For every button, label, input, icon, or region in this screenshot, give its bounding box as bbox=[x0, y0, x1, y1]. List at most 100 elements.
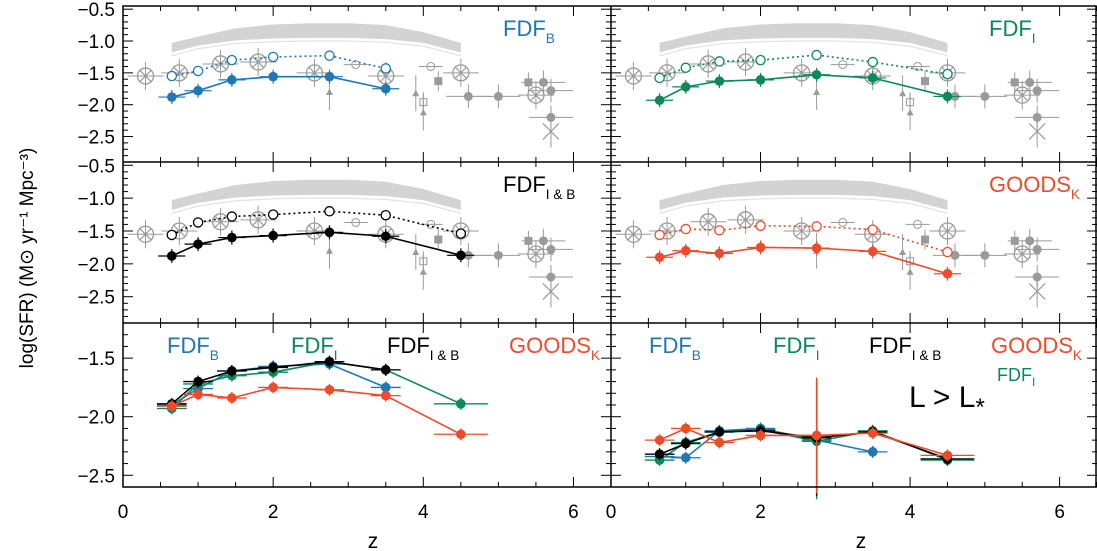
panel-legend-label: FDFI & B bbox=[869, 333, 941, 363]
literature-cross-circle bbox=[699, 213, 717, 231]
literature-triangle bbox=[412, 89, 420, 97]
literature-cross bbox=[529, 248, 542, 260]
panel-frames bbox=[122, 5, 1097, 488]
literature-cross bbox=[454, 66, 467, 79]
literature-triangle bbox=[899, 89, 907, 97]
panel-legend-label: GOODSK bbox=[509, 333, 600, 363]
literature-cross-circle bbox=[793, 222, 811, 240]
data-point bbox=[227, 366, 237, 376]
literature-cross-circle bbox=[793, 64, 811, 82]
outer-frame bbox=[122, 5, 1097, 488]
data-point bbox=[324, 227, 335, 238]
panel-legend-label: FDFI bbox=[773, 333, 820, 363]
literature-filled-point bbox=[463, 91, 473, 101]
data-point-open bbox=[811, 49, 822, 61]
literature-cross bbox=[739, 56, 752, 68]
literature-filled-point bbox=[1032, 244, 1042, 254]
panel-label: FDFB bbox=[503, 16, 555, 46]
data-point-open bbox=[226, 211, 238, 222]
literature-square bbox=[434, 235, 443, 244]
literature-cross-circle bbox=[249, 53, 267, 71]
literature-cross bbox=[308, 225, 321, 237]
literature-triangle bbox=[906, 268, 914, 275]
panel-label: FDFI & B bbox=[503, 172, 575, 202]
y-axis-label: log(SFR) (M⊙ yr⁻¹ Mpc⁻³) bbox=[17, 148, 38, 369]
data-point-open bbox=[867, 224, 878, 235]
series-line bbox=[171, 386, 462, 435]
panel-legend-label: FDFI bbox=[291, 333, 338, 363]
literature-square bbox=[524, 78, 533, 87]
literature-open-point bbox=[913, 61, 923, 71]
panel-legend-label: FDFB bbox=[167, 333, 219, 363]
data-point bbox=[380, 231, 391, 242]
data-point bbox=[755, 242, 766, 253]
data-point bbox=[942, 268, 953, 279]
literature-cross-circle bbox=[938, 222, 957, 240]
literature-cross bbox=[379, 70, 392, 82]
data-point bbox=[456, 429, 466, 440]
literature-open-point bbox=[426, 219, 436, 229]
data-point-open bbox=[166, 70, 178, 82]
data-point bbox=[714, 248, 725, 259]
data-point bbox=[867, 73, 878, 83]
panel-mid-right: GOODSK bbox=[610, 162, 1097, 324]
literature-square bbox=[921, 77, 930, 86]
literature-triangle bbox=[325, 88, 333, 95]
data-point bbox=[867, 246, 878, 257]
literature-filled-point bbox=[980, 91, 990, 101]
data-point bbox=[755, 430, 766, 441]
y-tick-label: −1.5 bbox=[77, 222, 115, 243]
panel-bottom-left: −1.5 −2.0 −2.50 2 4 6 FDFB FDFI FDFI & B GOODSK bbox=[77, 322, 612, 523]
data-point bbox=[714, 76, 725, 86]
series-line bbox=[659, 246, 948, 275]
data-point-open bbox=[755, 220, 766, 231]
data-point bbox=[193, 376, 203, 387]
literature-filled-point bbox=[1025, 236, 1035, 246]
literature-band bbox=[659, 179, 948, 210]
data-point bbox=[867, 447, 878, 457]
literature-cross bbox=[941, 225, 954, 237]
data-point-open bbox=[714, 56, 725, 67]
data-point-open bbox=[226, 54, 238, 66]
data-point bbox=[324, 356, 335, 367]
data-point bbox=[714, 437, 725, 448]
data-point bbox=[755, 75, 766, 85]
literature-triangle bbox=[412, 248, 420, 256]
data-point-open bbox=[267, 209, 279, 220]
literature-cross-circle bbox=[938, 64, 957, 82]
luminosity-cut-superscript: FDFI bbox=[997, 365, 1035, 389]
literature-filled-point bbox=[546, 244, 556, 254]
x-tick-label: 4 bbox=[905, 502, 916, 523]
data-point bbox=[380, 83, 391, 94]
series-line bbox=[659, 73, 948, 101]
literature-cross-circle bbox=[1013, 86, 1031, 104]
literature-band-edge bbox=[171, 197, 461, 214]
series-line bbox=[171, 360, 386, 405]
y-tick-label: −2.5 bbox=[77, 466, 115, 487]
x-tick-label: 6 bbox=[568, 502, 579, 523]
literature-cross bbox=[1016, 89, 1029, 102]
literature-open-point bbox=[351, 217, 361, 227]
data-point bbox=[227, 232, 237, 243]
data-point bbox=[268, 362, 278, 373]
literature-triangle bbox=[899, 248, 907, 256]
literature-open-point bbox=[838, 217, 848, 227]
data-point-open bbox=[942, 68, 953, 80]
data-point bbox=[680, 245, 691, 256]
literature-cross bbox=[702, 215, 715, 228]
data-point-open bbox=[455, 228, 467, 239]
x-tick-label: 0 bbox=[606, 502, 617, 523]
data-point-open bbox=[166, 229, 178, 241]
literature-square bbox=[921, 235, 930, 244]
data-point bbox=[811, 243, 822, 253]
data-point-open bbox=[714, 225, 725, 236]
literature-filled-point bbox=[1032, 86, 1042, 96]
data-point bbox=[193, 389, 203, 400]
literature-cross bbox=[529, 89, 542, 102]
panel-label: FDFI bbox=[989, 16, 1036, 46]
data-point bbox=[680, 423, 691, 434]
data-point-open bbox=[654, 229, 665, 241]
y-tick-label: −2.5 bbox=[77, 288, 115, 309]
y-tick-label: −1.5 bbox=[77, 64, 115, 85]
data-point bbox=[811, 69, 822, 80]
